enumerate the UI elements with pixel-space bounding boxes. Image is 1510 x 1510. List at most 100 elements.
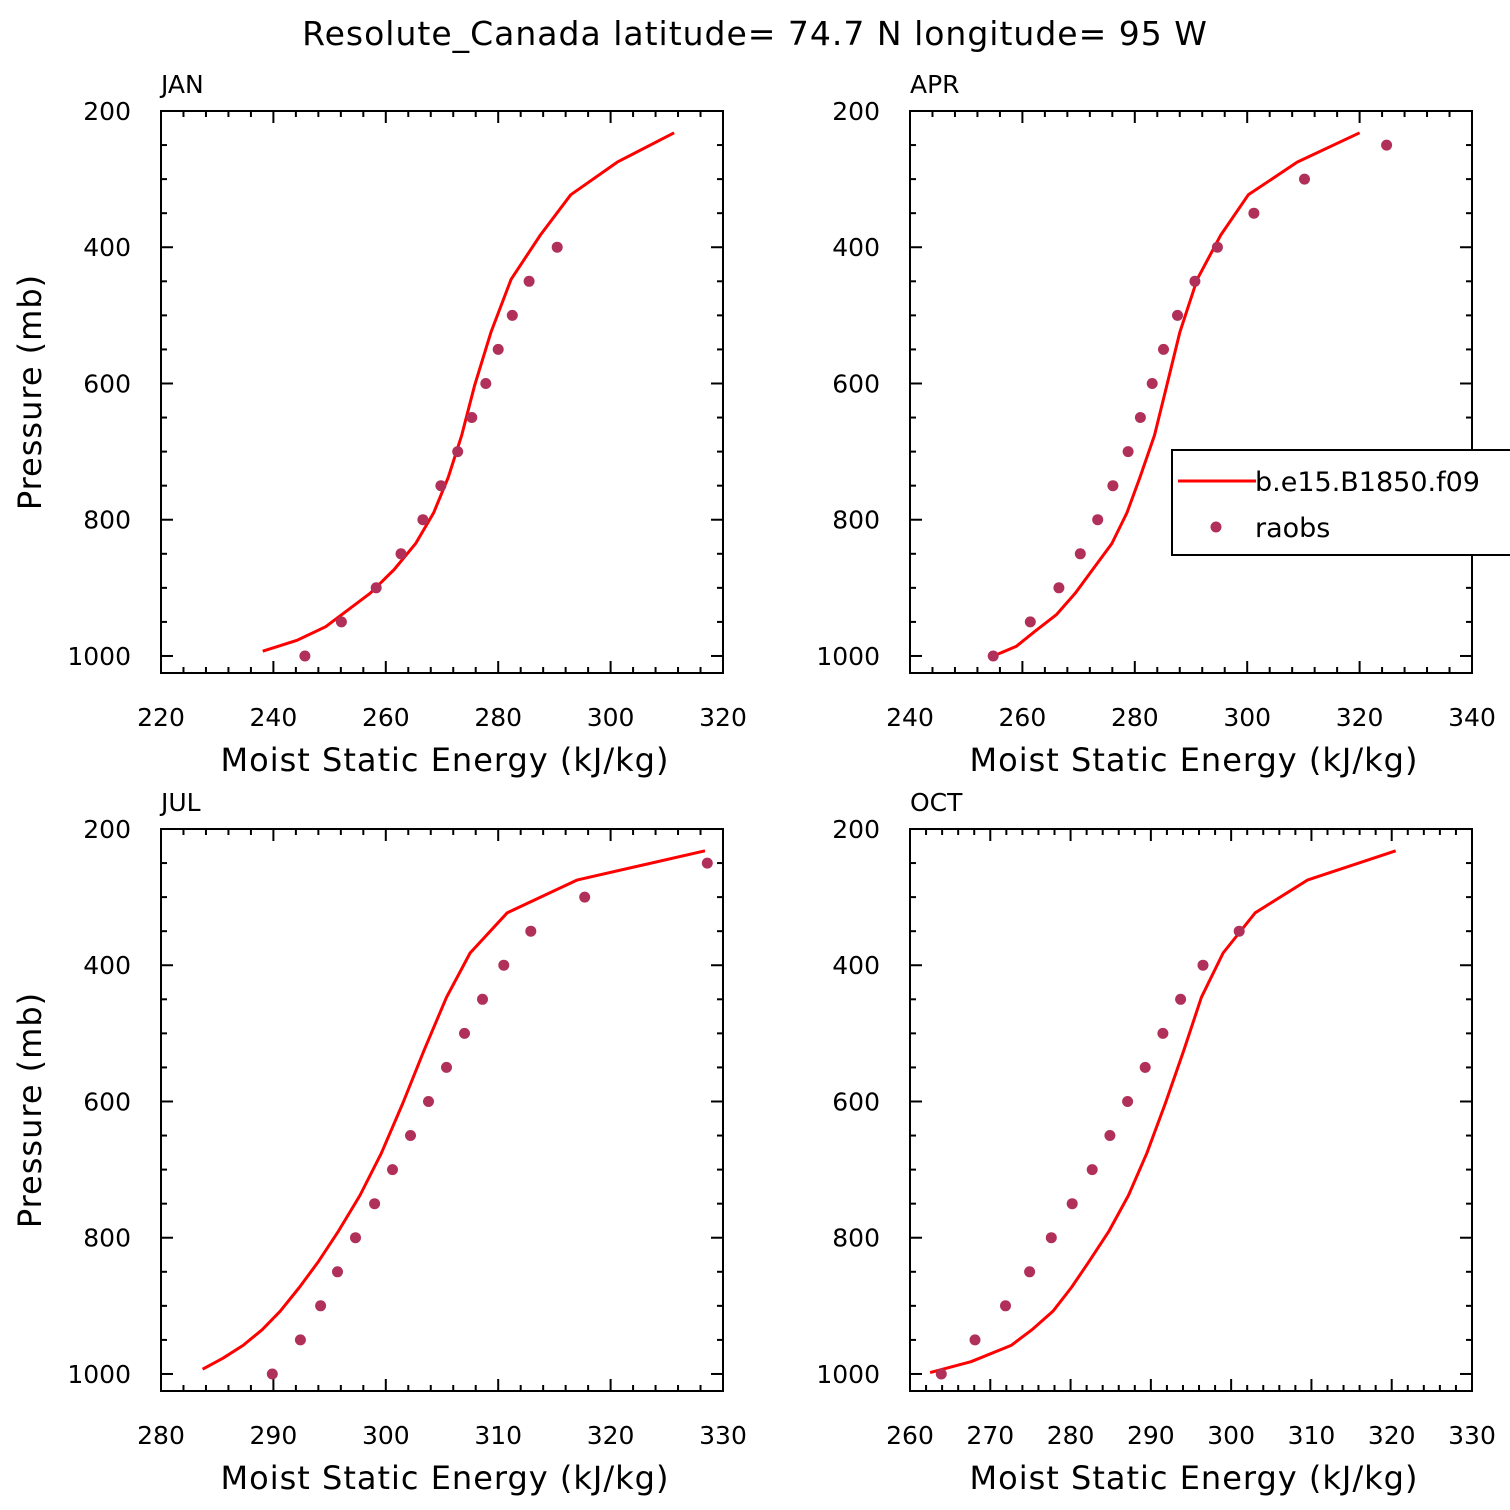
- raobs-point: [332, 1266, 343, 1278]
- y-tick-label: 200: [832, 97, 880, 126]
- plot-frame-oct: [909, 828, 1473, 1392]
- panel-jan: JAN 220 240 260 280 300 320 200 400 600 800 1000 Moi…: [11, 70, 747, 779]
- model-line-oct: [929, 849, 1397, 1375]
- raobs-point: [498, 959, 510, 971]
- raobs-point: [1233, 925, 1245, 937]
- y-tick-label: 1000: [67, 642, 131, 671]
- y-axis-title: Pressure (mb): [11, 274, 49, 510]
- y-tick-label: 1000: [67, 1360, 131, 1389]
- legend-marker-sample: [1210, 521, 1222, 533]
- raobs-point: [1024, 616, 1036, 628]
- y-tick-label: 200: [832, 815, 880, 844]
- raobs-point: [335, 616, 347, 628]
- y-tick-label: 800: [83, 1224, 131, 1253]
- x-tick-label: 330: [699, 1421, 747, 1450]
- raobs-point: [1157, 1027, 1169, 1039]
- raobs-point: [441, 1061, 452, 1073]
- raobs-point: [452, 446, 464, 458]
- raobs-point: [480, 378, 492, 389]
- raobs-point: [523, 275, 535, 287]
- x-tick-label: 290: [250, 1421, 298, 1450]
- plot-area-jan: [262, 131, 675, 662]
- y-tick-label: 800: [83, 506, 131, 535]
- raobs-point: [466, 412, 478, 423]
- legend-box: [1171, 449, 1510, 556]
- raobs-point: [987, 650, 999, 662]
- raobs-point: [1074, 548, 1086, 560]
- raobs-point: [1122, 1096, 1134, 1107]
- x-tick-label: 280: [474, 703, 522, 732]
- raobs-point: [1172, 309, 1183, 321]
- panel-label-jan: JAN: [159, 70, 204, 99]
- x-tick-label: 310: [474, 1421, 522, 1450]
- raobs-point: [1134, 412, 1146, 423]
- raobs-point: [405, 1130, 416, 1141]
- panel-jul: JUL 280 290 300 310 320 330 200 400 600 800 1000 Moi…: [11, 788, 747, 1497]
- model-line-apr: [988, 131, 1361, 660]
- panels: JAN 220 240 260 280 300 320 200 400 600 800 1000 Moi…: [11, 70, 1496, 1497]
- raobs-point: [1299, 173, 1310, 185]
- legend-label-model: b.e15.B1850.f09: [1255, 467, 1480, 498]
- raobs-point: [551, 241, 563, 253]
- raobs-point: [477, 993, 488, 1005]
- raobs-point: [1139, 1061, 1151, 1073]
- x-tick-label: 310: [1288, 1421, 1336, 1450]
- raobs-point: [492, 343, 504, 355]
- raobs-point: [1248, 207, 1260, 219]
- x-tick-label: 320: [1368, 1421, 1416, 1450]
- raobs-point: [435, 480, 447, 492]
- y-axis-title: Pressure (mb): [11, 992, 49, 1228]
- y-tick-label: 1000: [816, 1360, 880, 1389]
- x-axis-title: Moist Static Energy (kJ/kg): [970, 741, 1419, 779]
- plot-area-oct: [929, 849, 1397, 1380]
- raobs-point: [1211, 241, 1223, 253]
- x-tick-label: 270: [966, 1421, 1014, 1450]
- x-tick-label: 300: [1223, 703, 1271, 732]
- raobs-point: [315, 1300, 327, 1312]
- x-axis-title: Moist Static Energy (kJ/kg): [970, 1459, 1419, 1497]
- y-tick-label: 600: [83, 369, 131, 398]
- x-tick-label: 290: [1127, 1421, 1175, 1450]
- raobs-point: [506, 309, 518, 321]
- plot-frame-jul: [160, 828, 724, 1392]
- raobs-point: [1104, 1130, 1116, 1141]
- plot-frame-jan: [160, 110, 724, 674]
- y-tick-label: 200: [83, 97, 131, 126]
- raobs-point: [395, 548, 407, 560]
- raobs-point: [1197, 959, 1209, 971]
- x-tick-label: 280: [1047, 1421, 1095, 1450]
- raobs-point: [1175, 993, 1187, 1005]
- model-line-jan: [262, 131, 675, 653]
- raobs-point: [1146, 378, 1158, 389]
- model-line-jul: [201, 849, 706, 1371]
- x-axis-title: Moist Static Energy (kJ/kg): [221, 741, 670, 779]
- x-tick-label: 320: [1336, 703, 1384, 732]
- y-tick-label: 600: [832, 1087, 880, 1116]
- legend: b.e15.B1850.f09 raobs: [1171, 449, 1510, 556]
- raobs-point: [525, 925, 537, 937]
- raobs-point: [370, 582, 382, 594]
- raobs-point: [1066, 1198, 1078, 1210]
- x-tick-label: 260: [362, 703, 410, 732]
- x-tick-label: 240: [250, 703, 298, 732]
- x-tick-label: 260: [999, 703, 1047, 732]
- raobs-point: [935, 1368, 947, 1380]
- y-tick-label: 800: [832, 1224, 880, 1253]
- raobs-point: [369, 1198, 381, 1210]
- panel-label-oct: OCT: [910, 788, 963, 817]
- y-tick-label: 200: [83, 815, 131, 844]
- y-tick-label: 400: [832, 951, 880, 980]
- x-tick-label: 300: [587, 703, 635, 732]
- plot-area-apr: [987, 131, 1393, 662]
- panel-label-apr: APR: [910, 70, 960, 99]
- raobs-point: [969, 1334, 981, 1346]
- panel-label-jul: JUL: [159, 788, 201, 817]
- x-tick-label: 300: [362, 1421, 410, 1450]
- x-axis-title: Moist Static Energy (kJ/kg): [221, 1459, 670, 1497]
- raobs-point: [1381, 139, 1393, 151]
- raobs-point: [1122, 446, 1134, 458]
- x-tick-label: 320: [699, 703, 747, 732]
- raobs-point: [350, 1232, 361, 1244]
- raobs-point: [1092, 514, 1104, 526]
